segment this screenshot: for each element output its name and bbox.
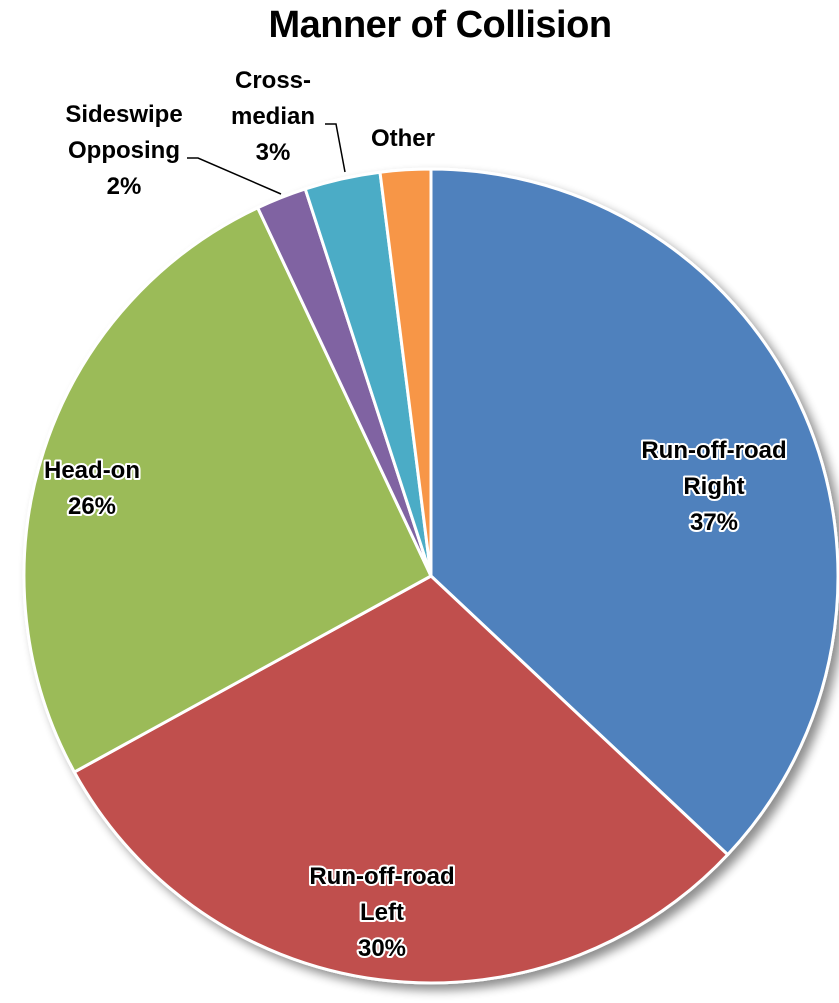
pie-slice-0 [429,167,839,857]
pie-slice-5 [378,167,433,578]
leader-line-4 [325,123,346,173]
slice-label-5: Other [371,125,435,152]
slice-label-line: 30% [358,935,406,962]
slice-labels: Run-off-road Right 37% Run-off-road Left 30% H… [42,67,789,964]
slice-label-0: Run-off-road Right 37% [641,437,786,536]
slice-label-line: Left [360,899,404,926]
leader-lines [187,123,346,195]
slice-label-line: Opposing [68,137,180,164]
slice-label-1: Run-off-road Left 30% [309,863,454,962]
pie-slice-1 [72,574,730,985]
slice-label-line: Other [371,125,435,152]
slice-label-line: Sideswipe [65,101,182,128]
slice-label-line: Cross- [235,67,311,94]
chart-title: Manner of Collision [268,4,612,46]
slice-label-line: Run-off-road [309,863,454,890]
pie-slice-2 [22,206,433,774]
slice-label-line: 3% [256,139,291,166]
slice-label-line: 26% [68,493,116,520]
slice-label-line: 37% [690,509,738,536]
slice-label-line: median [231,103,315,130]
slice-label-line: Head-on [44,457,140,484]
slice-label-4: Cross-median 3% [231,67,315,166]
slice-label-line: Right [683,473,744,500]
pie-slices [22,167,839,985]
slice-label-3: Sideswipe Opposing 2% [65,101,182,200]
slice-label-line: 2% [107,173,142,200]
slice-label-2: Head-on 26% [44,457,140,520]
leader-line-3 [187,157,282,195]
slice-label-line: Run-off-road [641,437,786,464]
